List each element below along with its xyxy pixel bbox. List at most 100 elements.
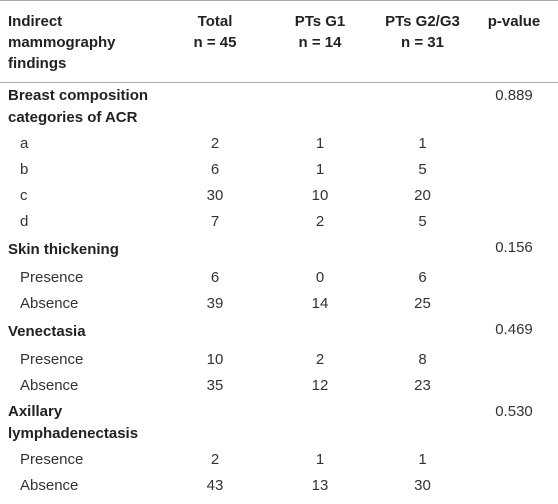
count: 1 bbox=[315, 135, 325, 152]
header-text: mammography bbox=[8, 34, 116, 51]
p-value: 0.156 bbox=[495, 239, 533, 256]
row-label: Absence bbox=[20, 295, 79, 312]
section-title: Venectasia bbox=[0, 317, 165, 347]
empty-cell bbox=[470, 347, 558, 373]
section-title-text: Skin thickening bbox=[8, 241, 119, 258]
count: 6 bbox=[418, 269, 427, 286]
p-value-cell: 0.889 bbox=[470, 83, 558, 132]
row-label: Absence bbox=[20, 377, 79, 394]
count: 1 bbox=[418, 135, 427, 152]
count-cell: 14 bbox=[265, 291, 375, 317]
row-label-cell: b bbox=[0, 157, 165, 183]
count-cell: 35 bbox=[165, 373, 265, 399]
header-cell: PTs G1 n = 14 bbox=[265, 1, 375, 83]
empty-cell bbox=[265, 83, 375, 132]
count: 14 bbox=[311, 295, 329, 312]
section-title-text: lymphadenectasis bbox=[8, 425, 139, 442]
p-value-cell: 0.469 bbox=[470, 317, 558, 347]
count-cell: 5 bbox=[375, 157, 470, 183]
section-title: Skin thickening bbox=[0, 235, 165, 265]
count: 30 bbox=[414, 477, 431, 494]
header-text: PTs G1 bbox=[294, 13, 346, 30]
empty-cell bbox=[470, 209, 558, 235]
row-label-cell: a bbox=[0, 131, 165, 157]
row-label-cell: Absence bbox=[0, 291, 165, 317]
count: 1 bbox=[315, 161, 325, 178]
count-cell: 12 bbox=[265, 373, 375, 399]
header-cell: Indirect mammography findings bbox=[0, 1, 165, 83]
header-text: n = 31 bbox=[401, 34, 444, 51]
count-cell: 30 bbox=[165, 183, 265, 209]
empty-cell bbox=[470, 131, 558, 157]
count: 13 bbox=[311, 477, 329, 494]
count-cell: 20 bbox=[375, 183, 470, 209]
p-value: 0.530 bbox=[495, 403, 533, 420]
count-cell: 1 bbox=[375, 447, 470, 473]
section-title-text: Breast composition bbox=[8, 87, 149, 104]
count-cell: 6 bbox=[375, 265, 470, 291]
count-cell: 1 bbox=[375, 131, 470, 157]
table-body: Breast composition categories of ACR 0.889… bbox=[0, 83, 558, 500]
row-label: Presence bbox=[20, 451, 84, 468]
section-row: Skin thickening 0.156 bbox=[0, 235, 558, 265]
count-cell: 10 bbox=[165, 347, 265, 373]
count-cell: 1 bbox=[265, 447, 375, 473]
data-row: Absence 43 13 30 bbox=[0, 473, 558, 499]
data-row: Presence 2 1 1 bbox=[0, 447, 558, 473]
header-text: PTs G2/G3 bbox=[385, 13, 460, 30]
header-cell: Total n = 45 bbox=[165, 1, 265, 83]
count-cell: 7 bbox=[165, 209, 265, 235]
p-value-cell: 0.530 bbox=[470, 399, 558, 447]
section-row: Breast composition categories of ACR 0.889 bbox=[0, 83, 558, 132]
data-row: Presence 10 2 8 bbox=[0, 347, 558, 373]
count-cell: 13 bbox=[265, 473, 375, 499]
count-cell: 23 bbox=[375, 373, 470, 399]
header-text: n = 14 bbox=[298, 34, 342, 51]
empty-cell bbox=[265, 399, 375, 447]
count: 7 bbox=[210, 213, 220, 230]
table-header: Indirect mammography findings Total n = 45 PT… bbox=[0, 0, 558, 83]
count-cell: 39 bbox=[165, 291, 265, 317]
count-cell: 2 bbox=[265, 347, 375, 373]
count-cell: 10 bbox=[265, 183, 375, 209]
section-title: Breast composition categories of ACR bbox=[0, 83, 165, 132]
count-cell: 2 bbox=[165, 131, 265, 157]
empty-cell bbox=[470, 473, 558, 499]
count-cell: 0 bbox=[265, 265, 375, 291]
row-label: Presence bbox=[20, 351, 84, 368]
empty-cell bbox=[165, 235, 265, 265]
count: 30 bbox=[206, 187, 224, 204]
count: 0 bbox=[315, 269, 325, 286]
row-label-cell: d bbox=[0, 209, 165, 235]
data-row: d 7 2 5 bbox=[0, 209, 558, 235]
empty-cell bbox=[265, 235, 375, 265]
empty-cell bbox=[375, 235, 470, 265]
count-cell: 2 bbox=[265, 209, 375, 235]
header-cell: PTs G2/G3 n = 31 bbox=[375, 1, 470, 83]
row-label-cell: c bbox=[0, 183, 165, 209]
section-title: Axillary lymphadenectasis bbox=[0, 399, 165, 447]
empty-cell bbox=[265, 317, 375, 347]
header-text: p-value bbox=[487, 13, 541, 30]
count: 39 bbox=[206, 295, 224, 312]
header-row: Indirect mammography findings Total n = 45 PT… bbox=[0, 0, 558, 83]
count: 2 bbox=[210, 135, 220, 152]
empty-cell bbox=[470, 157, 558, 183]
header-text: Indirect bbox=[8, 13, 63, 30]
count: 2 bbox=[315, 351, 325, 368]
data-row: c 30 10 20 bbox=[0, 183, 558, 209]
row-label-cell: Absence bbox=[0, 373, 165, 399]
count: 10 bbox=[206, 351, 224, 368]
header-cell: p-value bbox=[470, 1, 558, 83]
count-cell: 8 bbox=[375, 347, 470, 373]
section-title-text: Venectasia bbox=[8, 323, 86, 340]
row-label: d bbox=[20, 213, 29, 230]
empty-cell bbox=[375, 317, 470, 347]
data-row: Presence 6 0 6 bbox=[0, 265, 558, 291]
count-cell: 6 bbox=[165, 265, 265, 291]
data-row: b 6 1 5 bbox=[0, 157, 558, 183]
count: 2 bbox=[210, 451, 220, 468]
count-cell: 43 bbox=[165, 473, 265, 499]
